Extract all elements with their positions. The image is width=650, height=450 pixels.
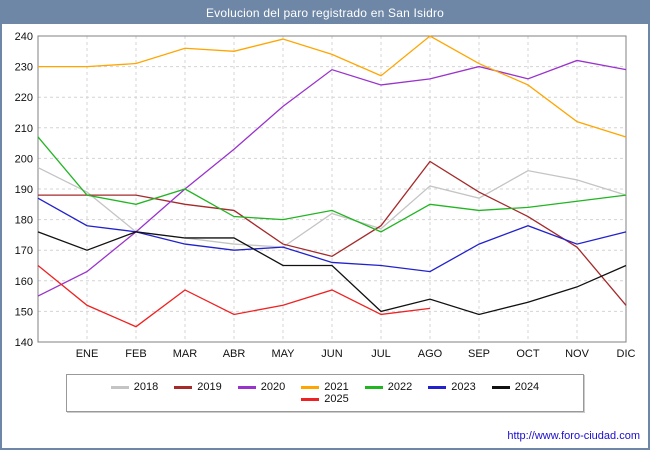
- x-tick-label: MAR: [173, 348, 198, 360]
- legend-swatch-2019: [174, 385, 193, 389]
- y-tick-label: 210: [15, 123, 33, 135]
- chart-title: Evolucion del paro registrado en San Isi…: [2, 2, 648, 24]
- x-tick-label: OCT: [516, 348, 540, 360]
- y-tick-label: 240: [15, 31, 33, 43]
- legend-label-2020: 2020: [260, 381, 286, 393]
- x-tick-label: AGO: [418, 348, 443, 360]
- legend-item-2023: 2023: [428, 381, 476, 393]
- x-tick-label: ENE: [76, 348, 99, 360]
- legend-label-2025: 2025: [324, 393, 349, 405]
- legend-label-2022: 2022: [387, 381, 413, 393]
- chart-legend: 2018 2019 2020 2021 2022 2023 2024 2025: [66, 374, 584, 412]
- legend-swatch-2023: [428, 385, 447, 389]
- y-tick-label: 140: [15, 337, 33, 349]
- x-tick-label: SEP: [468, 348, 490, 360]
- y-tick-label: 160: [15, 276, 33, 288]
- x-tick-label: MAY: [271, 348, 295, 360]
- series-line-2022: [37, 136, 627, 233]
- legend-item-2020: 2020: [237, 381, 286, 393]
- y-tick-label: 170: [15, 245, 33, 257]
- series-line-2021: [38, 35, 627, 138]
- x-tick-label: ABR: [223, 348, 246, 360]
- legend-label-2024: 2024: [514, 381, 540, 393]
- legend-label-2019: 2019: [197, 381, 222, 393]
- legend-label-2021: 2021: [324, 381, 349, 393]
- y-tick-label: 220: [15, 92, 33, 104]
- legend-swatch-2020: [237, 385, 256, 389]
- y-tick-label: 230: [15, 62, 33, 74]
- x-tick-label: JUN: [321, 348, 342, 360]
- legend-item-2024: 2024: [491, 381, 540, 393]
- legend-item-2022: 2022: [364, 381, 413, 393]
- legend-item-2018: 2018: [110, 381, 159, 393]
- x-tick-label: NOV: [565, 348, 590, 360]
- x-tick-label: JUL: [371, 348, 391, 360]
- y-tick-label: 180: [15, 215, 33, 227]
- legend-label-2018: 2018: [133, 381, 159, 393]
- footer-link[interactable]: http://www.foro-ciudad.com: [507, 430, 640, 442]
- series-line-2025: [37, 264, 431, 328]
- y-tick-label: 150: [15, 306, 33, 318]
- line-chart: 140 150 160 170 180 190 200 210 220 230 240 ENE FEB M…: [15, 31, 636, 360]
- series-line-2024: [37, 231, 627, 316]
- legend-label-2023: 2023: [451, 381, 476, 393]
- legend-swatch-2024: [491, 385, 510, 389]
- y-tick-label: 200: [15, 153, 33, 165]
- x-tick-label: FEB: [125, 348, 146, 360]
- legend-swatch-2021: [301, 385, 320, 389]
- legend-swatch-2022: [364, 385, 383, 389]
- legend-swatch-2018: [110, 385, 129, 389]
- series-line-2019: [38, 160, 627, 306]
- legend-swatch-2025: [301, 397, 320, 401]
- x-tick-label: DIC: [617, 348, 636, 360]
- footer: http://www.foro-ciudad.com: [507, 430, 640, 442]
- plot-border: [37, 35, 627, 343]
- y-tick-label: 190: [15, 184, 33, 196]
- legend-item-2021: 2021: [301, 381, 349, 393]
- legend-item-2025: 2025: [301, 393, 349, 405]
- legend-item-2019: 2019: [174, 381, 222, 393]
